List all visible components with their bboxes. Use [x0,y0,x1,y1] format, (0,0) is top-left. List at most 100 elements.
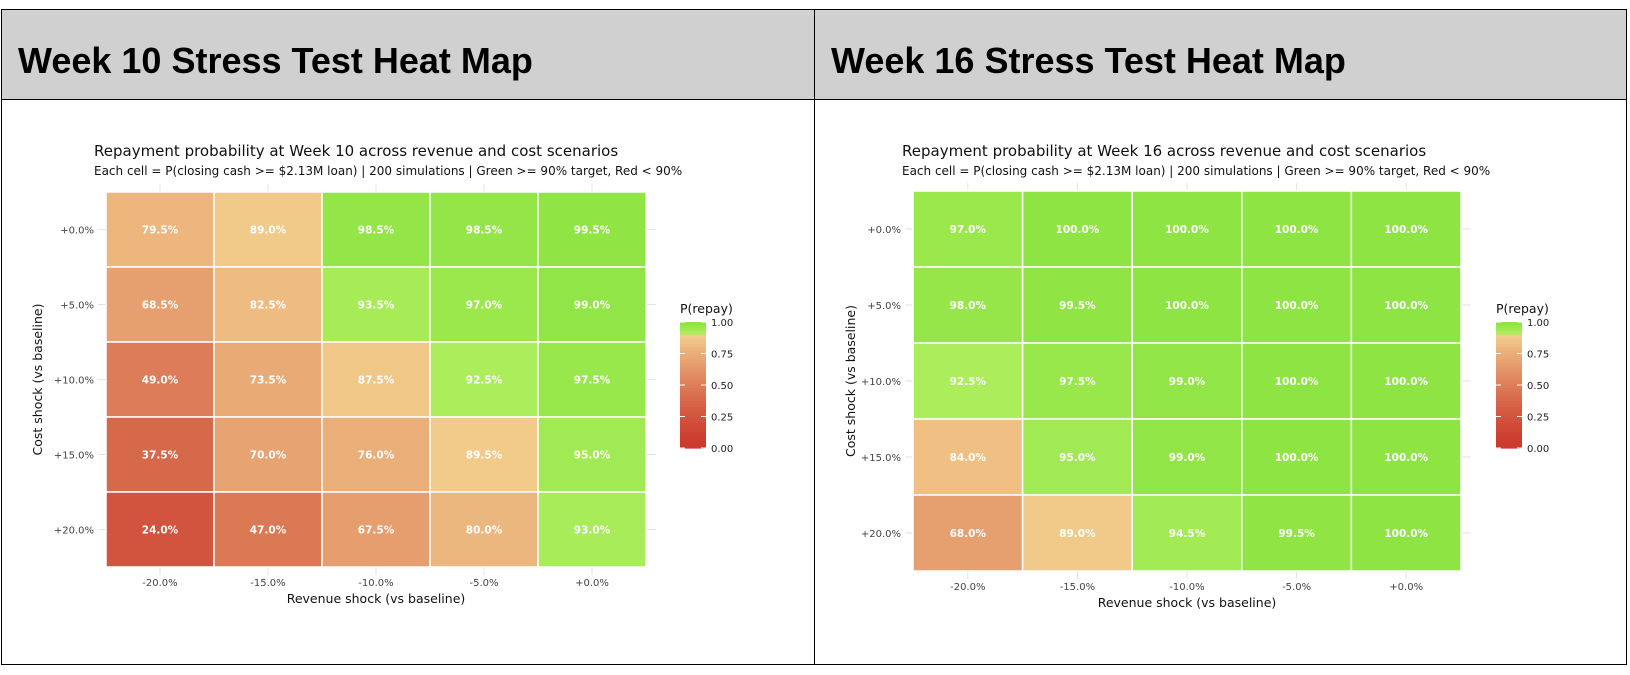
cell-label: 94.5% [1169,528,1206,540]
cell-label: 73.5% [250,375,287,387]
heatmap-cell [321,266,431,343]
legend-swatch [1496,438,1522,443]
x-tick-label: -10.0% [358,578,393,589]
heatmap-cell [537,266,647,343]
cell-label: 93.5% [358,300,395,312]
cell-label: 99.0% [574,300,611,312]
cell-label: 37.5% [142,450,179,462]
legend-swatch [680,375,706,380]
legend-swatch [680,328,706,333]
heatmap-cell [1021,418,1133,496]
cell-label: 82.5% [250,300,287,312]
legend-tick-label: 1.00 [711,318,733,329]
legend-swatch [1496,425,1522,430]
legend-swatch [680,331,706,336]
legend-swatch [1496,325,1522,329]
cell-label: 24.0% [142,525,179,537]
heatmap-cell [912,342,1024,420]
legend-swatch [1496,362,1522,367]
cell-label: 67.5% [358,525,395,537]
y-tick-label: +0.0% [60,226,94,237]
legend-swatch [1496,419,1522,424]
legend-swatch [680,369,706,373]
cell-label: 100.0% [1275,452,1319,464]
y-tick-label: +10.0% [861,377,901,388]
chart-subtitle: Each cell = P(closing cash >= $2.13M loa… [902,164,1490,178]
legend-swatch [680,410,706,414]
cell-label: 89.0% [250,225,287,237]
heatmap-cell [105,341,215,418]
y-tick-label: +5.0% [60,301,94,312]
y-axis-title: Cost shock (vs baseline) [843,305,858,457]
cell-label: 100.0% [1384,528,1428,540]
cell-label: 100.0% [1056,224,1100,236]
legend-swatch [1496,337,1522,342]
cell-label: 98.5% [358,225,395,237]
legend-tick-label: 0.75 [1527,350,1549,361]
legend-swatch [680,400,706,405]
legend-swatch [1496,344,1522,348]
week10-heatmap: Repayment probability at Week 10 across … [30,142,733,606]
cell-label: 100.0% [1384,452,1428,464]
legend-swatch [680,397,706,402]
legend-swatch [1496,400,1522,405]
legend-swatch [1496,353,1522,358]
legend-swatch [680,422,706,427]
cell-label: 100.0% [1165,224,1209,236]
y-axis-title: Cost shock (vs baseline) [30,304,45,456]
legend-swatch [680,325,706,329]
x-axis-title: Revenue shock (vs baseline) [287,591,466,606]
legend-swatch [1496,381,1522,386]
legend-swatch [1496,388,1522,392]
heatmap-cell [105,491,215,568]
heatmap-cell [213,191,323,268]
legend-swatch [1496,334,1522,339]
legend-swatch [1496,422,1522,427]
legend-swatch [680,340,706,345]
legend-swatch [680,413,706,418]
chart-title: Repayment probability at Week 16 across … [902,142,1426,160]
heatmap-cell [537,191,647,268]
heatmap-cell [1021,266,1133,344]
cell-label: 99.5% [1278,528,1315,540]
heatmap-cell [1241,494,1353,572]
cell-label: 100.0% [1275,300,1319,312]
heatmap-cell [1350,190,1462,268]
legend-swatch [1496,340,1522,345]
heatmap-cell [537,416,647,493]
cell-label: 99.5% [1059,300,1096,312]
legend-swatch [1496,444,1522,449]
heatmap-cell [321,341,431,418]
legend-tick-label: 0.50 [711,381,733,392]
legend-swatch [680,381,706,386]
cell-label: 99.5% [574,225,611,237]
cell-label: 100.0% [1384,300,1428,312]
legend-swatch [680,425,706,430]
y-tick-label: +20.0% [54,526,94,537]
legend-swatch [680,429,706,433]
legend-tick-label: 0.25 [1527,413,1549,424]
legend-swatch [680,416,706,421]
heatmap-cell [105,191,215,268]
legend-swatch [1496,372,1522,377]
heatmap-cell [1131,494,1243,572]
heatmap-cell [213,491,323,568]
heatmap-cell [213,341,323,418]
legend-swatch [680,366,706,370]
cell-label: 89.0% [1059,528,1096,540]
legend-swatch [1496,378,1522,383]
legend-swatch [680,356,706,361]
legend-swatch [1496,375,1522,380]
week16-panel-header: Week 16 Stress Test Heat Map [815,10,1626,100]
legend-swatch [1496,385,1522,389]
x-tick-label: -20.0% [142,578,177,589]
legend-swatch [680,432,706,436]
legend-swatch [680,441,706,446]
cell-label: 80.0% [466,525,503,537]
heatmap-cell [537,341,647,418]
y-tick-label: +10.0% [54,376,94,387]
heatmap-cell [1350,494,1462,572]
legend-swatch [1496,407,1522,411]
legend-swatch [680,350,706,355]
y-tick-label: +0.0% [867,225,901,236]
